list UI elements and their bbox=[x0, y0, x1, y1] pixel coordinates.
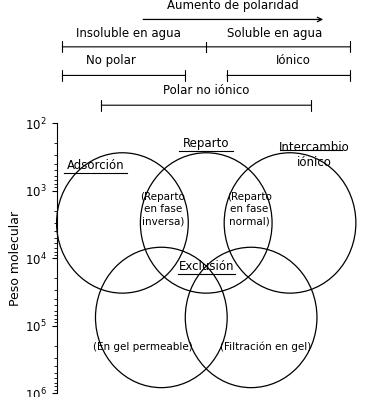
Text: No polar: No polar bbox=[85, 54, 135, 67]
Text: Intercambio
iónico: Intercambio iónico bbox=[278, 141, 349, 169]
Text: Exclusión: Exclusión bbox=[178, 260, 234, 273]
Text: (Filtración en gel): (Filtración en gel) bbox=[220, 342, 312, 353]
Text: Polar no iónico: Polar no iónico bbox=[163, 84, 249, 97]
Text: Insoluble en agua: Insoluble en agua bbox=[76, 27, 181, 40]
Y-axis label: Peso molecular: Peso molecular bbox=[9, 210, 22, 306]
Text: (Reparto
en fase
inversa): (Reparto en fase inversa) bbox=[141, 192, 185, 227]
Text: (En gel permeable): (En gel permeable) bbox=[93, 342, 193, 352]
Text: Aumento de polaridad: Aumento de polaridad bbox=[167, 0, 299, 12]
Text: (Reparto
en fase
normal): (Reparto en fase normal) bbox=[227, 192, 272, 227]
Text: Soluble en agua: Soluble en agua bbox=[227, 27, 323, 40]
Text: Reparto: Reparto bbox=[183, 137, 230, 150]
Text: Iónico: Iónico bbox=[276, 54, 311, 67]
Text: Adsorción: Adsorción bbox=[67, 159, 124, 172]
